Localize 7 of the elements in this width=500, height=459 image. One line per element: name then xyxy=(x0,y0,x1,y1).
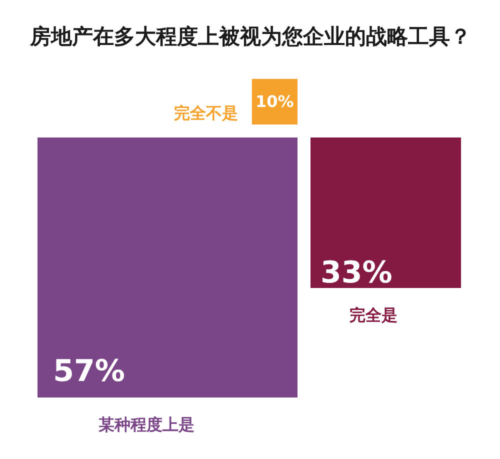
category-label: 完全不是 xyxy=(174,104,238,122)
data-label: 33% xyxy=(320,255,392,290)
data-label: 10% xyxy=(256,92,294,112)
category-label: 完全是 xyxy=(350,306,398,325)
text: 房地产在多大程度上被视为您企业的战略工具？ xyxy=(29,24,471,48)
category-label: 某种程度上是 xyxy=(98,415,195,434)
data-label: 57% xyxy=(53,354,125,389)
